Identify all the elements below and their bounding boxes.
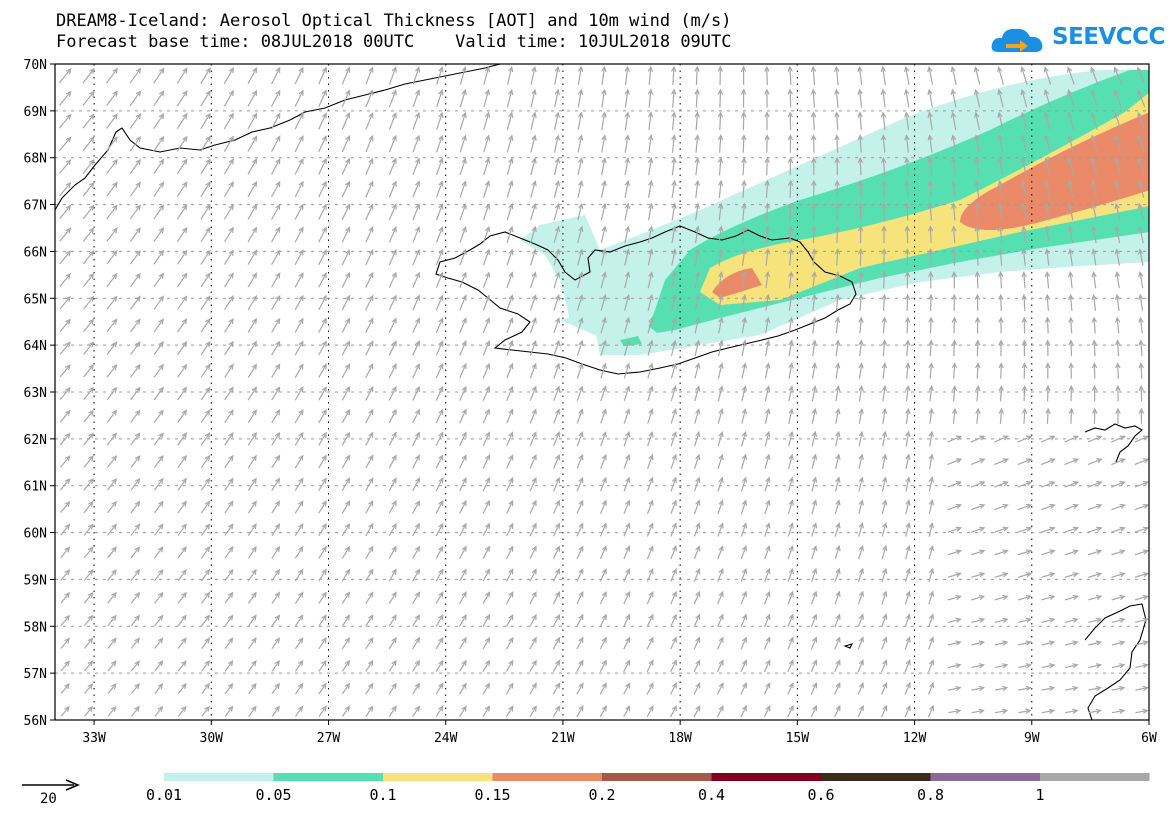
latitude-tick-label: 61N — [24, 480, 47, 495]
latitude-tick-label: 64N — [24, 339, 47, 354]
seevccc-cloud-icon — [991, 28, 1043, 52]
latitude-tick-label: 62N — [24, 433, 47, 448]
longitude-tick-label: 24W — [434, 731, 458, 746]
colorbar-label: 0.2 — [588, 786, 615, 804]
latitude-tick-label: 70N — [24, 58, 47, 73]
longitude-tick-label: 27W — [317, 731, 341, 746]
colorbar-segment — [821, 773, 931, 781]
colorbar-segment — [383, 773, 493, 781]
colorbar-segment — [602, 773, 712, 781]
coastline — [55, 64, 1147, 720]
colorbar-label: 0.01 — [146, 786, 182, 804]
logo-text: SEEVCCC — [1052, 24, 1165, 50]
aot-colorbar — [164, 773, 1150, 781]
aot-band-0.15 — [712, 112, 1149, 298]
latitude-labels: 70N 69N 68N 67N 66N 65N 64N 63N 62N 61N 60N 59N 58N 5… — [24, 58, 55, 729]
latitude-tick-label: 59N — [24, 573, 47, 588]
map-subtitle: Forecast base time: 08JUL2018 00UTC Vali… — [56, 32, 732, 52]
longitude-tick-label: 30W — [200, 731, 224, 746]
aot-patch-south — [620, 336, 642, 346]
colorbar-segment — [273, 773, 383, 781]
iceland-coast — [435, 225, 857, 375]
latitude-tick-label: 63N — [24, 386, 47, 401]
aot-band-0.1 — [700, 92, 1149, 305]
colorbar-label: 0.4 — [698, 786, 725, 804]
longitude-tick-label: 15W — [786, 731, 810, 746]
map-title: DREAM8-Iceland: Aerosol Optical Thicknes… — [56, 11, 732, 31]
colorbar-segment — [930, 773, 1040, 781]
colorbar-labels: 0.01 0.05 0.1 0.15 0.2 0.4 0.6 0.8 1 — [146, 786, 1045, 804]
colorbar-label: 0.1 — [369, 786, 396, 804]
longitude-tick-label: 9W — [1024, 731, 1040, 746]
faroe-islands — [843, 643, 854, 649]
wind-arrows — [58, 65, 1149, 718]
aot-patch-west — [560, 312, 660, 340]
latitude-tick-label: 67N — [24, 199, 47, 214]
latitude-tick-label: 58N — [24, 620, 47, 635]
norway-coast — [1084, 423, 1147, 720]
wind-reference-vector: 20 — [22, 779, 80, 807]
longitude-tick-label: 12W — [903, 731, 927, 746]
colorbar-label: 1 — [1035, 786, 1044, 804]
latitude-tick-label: 68N — [24, 152, 47, 167]
colorbar-label: 0.15 — [474, 786, 510, 804]
longitude-tick-label: 6W — [1141, 731, 1157, 746]
latitude-tick-label: 60N — [24, 527, 47, 542]
colorbar-segment — [164, 773, 274, 781]
colorbar-segment — [492, 773, 602, 781]
latitude-tick-label: 66N — [24, 245, 47, 260]
colorbar-segment — [711, 773, 821, 781]
longitude-labels: 33W 30W 27W 24W 21W 18W 15W 12W 9W 6W — [82, 720, 1157, 746]
latitude-tick-label: 65N — [24, 292, 47, 307]
longitude-tick-label: 21W — [551, 731, 575, 746]
colorbar-label: 0.6 — [807, 786, 834, 804]
greenland-coast — [55, 64, 501, 211]
latitude-tick-label: 56N — [24, 714, 47, 729]
wind-reference-label: 20 — [40, 791, 57, 807]
longitude-tick-label: 18W — [668, 731, 692, 746]
colorbar-label: 0.05 — [255, 786, 291, 804]
latitude-tick-label: 69N — [24, 105, 47, 120]
latitude-tick-label: 57N — [24, 667, 47, 682]
colorbar-segment — [1040, 773, 1150, 781]
longitude-tick-label: 33W — [82, 731, 106, 746]
colorbar-label: 0.8 — [917, 786, 944, 804]
